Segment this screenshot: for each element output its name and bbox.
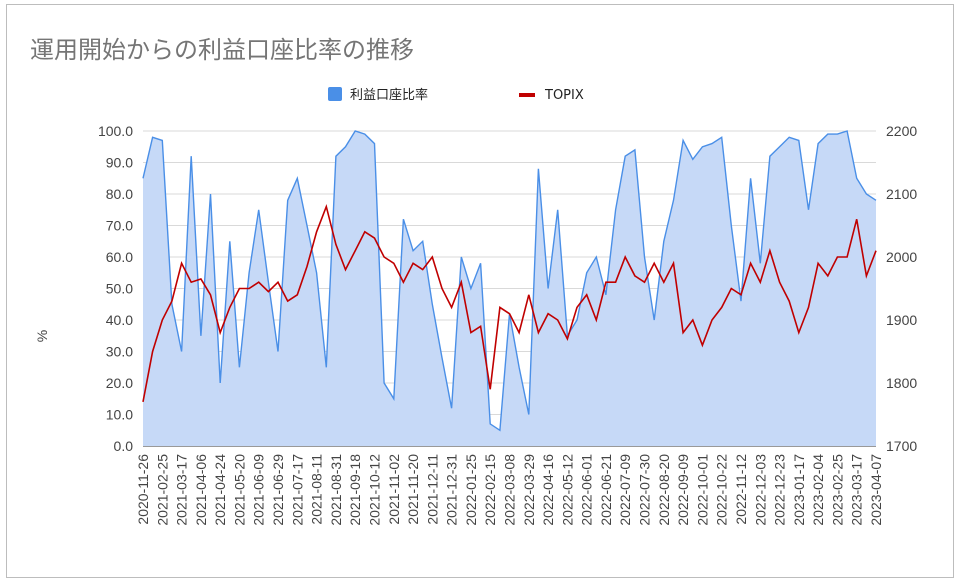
x-tick-label: 2020-11-26 <box>135 454 151 525</box>
x-tick-label: 2021-06-09 <box>251 454 267 526</box>
x-tick-label: 2022-07-09 <box>617 454 633 526</box>
x-tick-label: 2023-03-17 <box>849 454 865 526</box>
y-tick-label: 100.0 <box>98 123 133 139</box>
x-tick-label: 2022-08-20 <box>656 454 672 526</box>
x-tick-label: 2023-02-04 <box>810 454 826 526</box>
x-tick-label: 2022-12-23 <box>772 454 788 526</box>
x-tick-label: 2022-12-03 <box>752 454 768 526</box>
x-tick-label: 2022-02-15 <box>482 454 498 526</box>
x-tick-label: 2022-10-01 <box>694 454 710 526</box>
y2-tick-label: 1800 <box>886 375 917 391</box>
y-tick-label: 30.0 <box>106 344 133 360</box>
y-tick-label: 40.0 <box>106 312 133 328</box>
x-tick-label: 2021-09-18 <box>347 454 363 526</box>
x-tick-label: 2021-07-17 <box>289 454 305 526</box>
y-tick-label: 80.0 <box>106 186 133 202</box>
x-tick-label: 2021-12-31 <box>444 454 460 526</box>
x-tick-label: 2021-08-31 <box>328 454 344 526</box>
x-tick-label: 2021-02-25 <box>154 454 170 526</box>
y2-tick-label: 2100 <box>886 186 917 202</box>
x-tick-label: 2021-11-02 <box>386 454 402 525</box>
y-tick-label: 70.0 <box>106 218 133 234</box>
x-tick-label: 2022-04-16 <box>540 454 556 526</box>
x-tick-label: 2022-06-01 <box>579 454 595 526</box>
y-tick-label: 10.0 <box>106 407 133 423</box>
legend-label-topix: TOPIX <box>544 88 584 103</box>
x-tick-label: 2021-12-11 <box>424 454 440 525</box>
legend-swatch-rieki <box>328 87 342 101</box>
x-tick-label: 2021-05-20 <box>231 454 247 526</box>
x-tick-label: 2021-11-20 <box>405 454 421 525</box>
y-tick-label: 90.0 <box>106 155 133 171</box>
y-axis-label: % <box>34 330 50 342</box>
y-tick-label: 60.0 <box>106 249 133 265</box>
y2-tick-label: 1700 <box>886 438 917 454</box>
x-tick-label: 2023-01-17 <box>791 454 807 526</box>
x-tick-label: 2022-03-08 <box>502 454 518 526</box>
x-tick-label: 2022-05-12 <box>559 454 575 526</box>
x-tick-label: 2022-10-22 <box>714 454 730 526</box>
x-tick-label: 2022-11-12 <box>733 454 749 525</box>
y2-tick-label: 2000 <box>886 249 917 265</box>
x-tick-label: 2021-04-24 <box>212 454 228 526</box>
x-tick-label: 2023-02-25 <box>829 454 845 526</box>
x-tick-label: 2022-06-21 <box>598 454 614 526</box>
y2-tick-label: 2200 <box>886 123 917 139</box>
legend-swatch-topix <box>519 93 535 97</box>
x-tick-label: 2022-07-30 <box>637 454 653 526</box>
y-tick-label: 50.0 <box>106 281 133 297</box>
x-tick-label: 2021-06-29 <box>270 454 286 526</box>
y-tick-label: 0.0 <box>114 438 134 454</box>
y-tick-label: 20.0 <box>106 375 133 391</box>
y2-tick-label: 1900 <box>886 312 917 328</box>
x-tick-label: 2021-10-12 <box>366 454 382 526</box>
x-tick-label: 2021-04-06 <box>193 454 209 526</box>
x-tick-label: 2021-08-11 <box>309 454 325 525</box>
chart-title: 運用開始からの利益口座比率の推移 <box>30 36 414 64</box>
x-tick-label: 2021-03-17 <box>174 454 190 526</box>
x-tick-label: 2022-01-25 <box>463 454 479 526</box>
x-tick-label: 2023-04-07 <box>868 454 884 526</box>
x-tick-label: 2022-09-09 <box>675 454 691 526</box>
series-line-topix <box>142 203 877 403</box>
x-tick-label: 2022-03-29 <box>521 454 537 526</box>
legend-label-rieki: 利益口座比率 <box>350 87 428 103</box>
